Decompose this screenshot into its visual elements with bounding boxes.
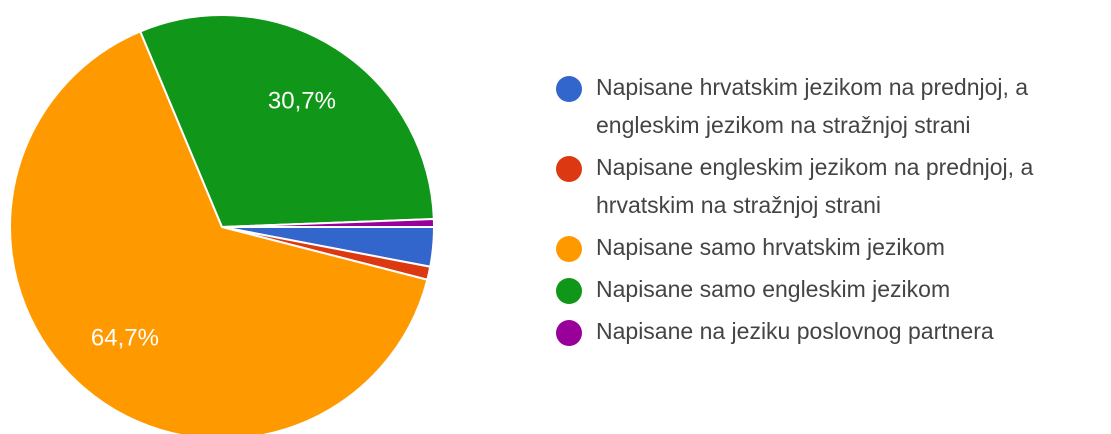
legend-label: Napisane hrvatskim jezikom na prednjoj, … — [596, 74, 1029, 138]
pie-area: 64,7% 30,7% — [9, 14, 436, 434]
legend-label: Napisane samo hrvatskim jezikom — [596, 234, 945, 260]
legend-label: Napisane na jeziku poslovnog partnera — [596, 318, 994, 344]
pie-slice — [221, 217, 436, 228]
legend-item: Napisane hrvatskim jezikom na prednjoj, … — [556, 72, 1101, 144]
pie-slice — [9, 30, 429, 434]
data-label: 64,7% — [91, 325, 159, 352]
data-label: 30,7% — [268, 87, 336, 114]
legend-label: Napisane samo engleskim jezikom — [596, 276, 951, 302]
legend-item: Napisane samo hrvatskim jezikom — [556, 232, 1101, 266]
legend-item: Napisane samo engleskim jezikom — [556, 274, 1101, 308]
legend-swatch — [556, 320, 582, 346]
legend-item: Napisane engleskim jezikom na prednjoj, … — [556, 152, 1101, 224]
legend: Napisane hrvatskim jezikom na prednjoj, … — [556, 72, 1101, 358]
pie-slice — [138, 14, 435, 229]
legend-swatch — [556, 156, 582, 182]
legend-swatch — [556, 236, 582, 262]
legend-item: Napisane na jeziku poslovnog partnera — [556, 316, 1101, 350]
legend-swatch — [556, 278, 582, 304]
legend-label: Napisane engleskim jezikom na prednjoj, … — [596, 154, 1034, 218]
legend-swatch — [556, 76, 582, 102]
